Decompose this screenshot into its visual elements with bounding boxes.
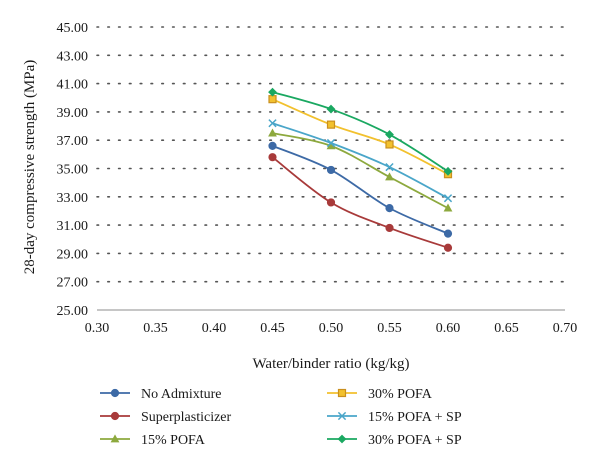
legend-item: 15% POFA + SP bbox=[327, 410, 462, 425]
y-tick-label: 29.00 bbox=[57, 247, 89, 262]
data-point bbox=[385, 162, 394, 172]
legend-label: 30% POFA + SP bbox=[368, 433, 462, 448]
data-point bbox=[326, 165, 336, 175]
data-point bbox=[385, 130, 394, 139]
series-line bbox=[272, 122, 449, 200]
series-6 bbox=[268, 87, 453, 176]
legend-marker bbox=[337, 434, 347, 444]
data-point bbox=[443, 166, 453, 176]
legend-marker bbox=[110, 434, 120, 443]
series-1 bbox=[268, 141, 453, 238]
data-point bbox=[326, 120, 336, 129]
x-tick-label: 0.30 bbox=[85, 321, 110, 336]
y-tick-label: 27.00 bbox=[57, 276, 89, 291]
x-tick-label: 0.50 bbox=[319, 321, 344, 336]
series-line bbox=[272, 98, 449, 175]
data-point bbox=[326, 138, 336, 148]
y-tick-label: 37.00 bbox=[57, 134, 89, 149]
y-tick-label: 41.00 bbox=[57, 78, 89, 93]
legend-marker bbox=[337, 411, 347, 421]
x-axis-title: Water/binder ratio (kg/kg) bbox=[252, 356, 409, 372]
data-point bbox=[443, 194, 453, 203]
legend-item: No Admixture bbox=[100, 387, 222, 402]
x-tick-label: 0.70 bbox=[553, 321, 578, 336]
y-tick-label: 45.00 bbox=[57, 21, 89, 36]
x-tick-label: 0.45 bbox=[260, 321, 285, 336]
x-tick-label: 0.35 bbox=[143, 321, 168, 336]
data-point bbox=[268, 95, 277, 104]
legend-marker bbox=[337, 388, 347, 398]
x-tick-label: 0.40 bbox=[202, 321, 227, 336]
data-point bbox=[385, 204, 394, 213]
axes: 25.00 27.00 29.00 31.00 33.00 35.00 37.00 39.00… bbox=[57, 21, 578, 336]
legend-item: 30% POFA bbox=[327, 387, 433, 402]
series-5 bbox=[268, 119, 453, 203]
data-point bbox=[268, 87, 277, 97]
y-tick-label: 31.00 bbox=[57, 219, 89, 234]
y-tick-label: 33.00 bbox=[57, 191, 89, 206]
x-tick-label: 0.60 bbox=[436, 321, 461, 336]
legend-item: Superplasticizer bbox=[100, 410, 232, 425]
legend-label: 15% POFA + SP bbox=[368, 410, 462, 425]
x-tick-label: 0.55 bbox=[377, 321, 402, 336]
series-line bbox=[272, 145, 449, 235]
y-tick-label: 25.00 bbox=[57, 304, 89, 319]
x-tick-label: 0.65 bbox=[494, 321, 519, 336]
legend-label: Superplasticizer bbox=[141, 410, 232, 425]
y-tick-label: 43.00 bbox=[57, 49, 89, 64]
data-point bbox=[268, 141, 277, 150]
data-point bbox=[326, 141, 336, 150]
data-point bbox=[443, 229, 453, 238]
series-line bbox=[271, 156, 449, 249]
data-point bbox=[268, 119, 277, 128]
series-3 bbox=[268, 128, 453, 212]
legend-label: 30% POFA bbox=[368, 387, 433, 402]
data-point bbox=[268, 128, 277, 137]
legend-item: 30% POFA + SP bbox=[327, 433, 462, 448]
legend-label: No Admixture bbox=[141, 387, 222, 402]
data-point bbox=[385, 140, 394, 149]
series-2 bbox=[268, 153, 453, 252]
y-tick-label: 39.00 bbox=[57, 106, 89, 121]
series-lines bbox=[268, 87, 453, 252]
data-point bbox=[326, 198, 336, 207]
data-point bbox=[385, 223, 394, 233]
legend-marker bbox=[110, 411, 120, 421]
legend-item: 15% POFA bbox=[100, 433, 206, 448]
data-point bbox=[268, 153, 277, 162]
data-point bbox=[326, 104, 336, 114]
series-line bbox=[272, 91, 449, 173]
legend-marker bbox=[110, 388, 120, 398]
gridlines bbox=[96, 26, 566, 283]
y-tick-label: 35.00 bbox=[57, 163, 89, 178]
legend-label: 15% POFA bbox=[141, 433, 206, 448]
data-point bbox=[443, 203, 453, 212]
data-point bbox=[385, 172, 394, 181]
y-axis-title: 28-day compressive strength (MPa) bbox=[22, 60, 38, 275]
series-line bbox=[272, 132, 449, 209]
legend: No Admixture Superplasticizer 15% POFA 30% … bbox=[100, 387, 462, 448]
data-point bbox=[443, 243, 453, 252]
